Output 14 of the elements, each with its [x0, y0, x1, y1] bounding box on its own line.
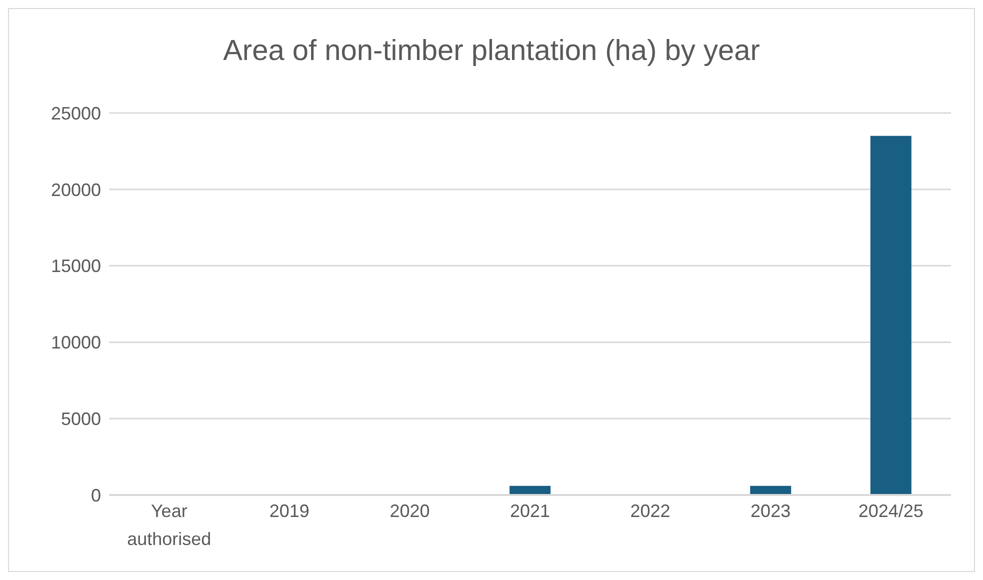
x-tick-label: 2022: [630, 501, 670, 521]
y-tick-label: 10000: [50, 332, 101, 353]
y-tick-label: 5000: [60, 408, 101, 429]
y-tick-label: 20000: [50, 180, 101, 200]
y-tick-label: 0: [90, 485, 101, 506]
x-tick-label: Year authorised: [127, 501, 212, 549]
x-tick-label: 2024/25: [858, 501, 924, 521]
x-tick-label: 2023: [750, 501, 791, 521]
x-tick-label: 2020: [390, 501, 430, 521]
y-tick-label: 25000: [50, 103, 101, 124]
y-tick-label: 15000: [50, 256, 101, 276]
chart-title: Area of non-timber plantation (ha) by year: [222, 34, 761, 69]
x-tick-label: 2021: [510, 501, 550, 521]
x-tick-label: 2019: [269, 501, 310, 521]
